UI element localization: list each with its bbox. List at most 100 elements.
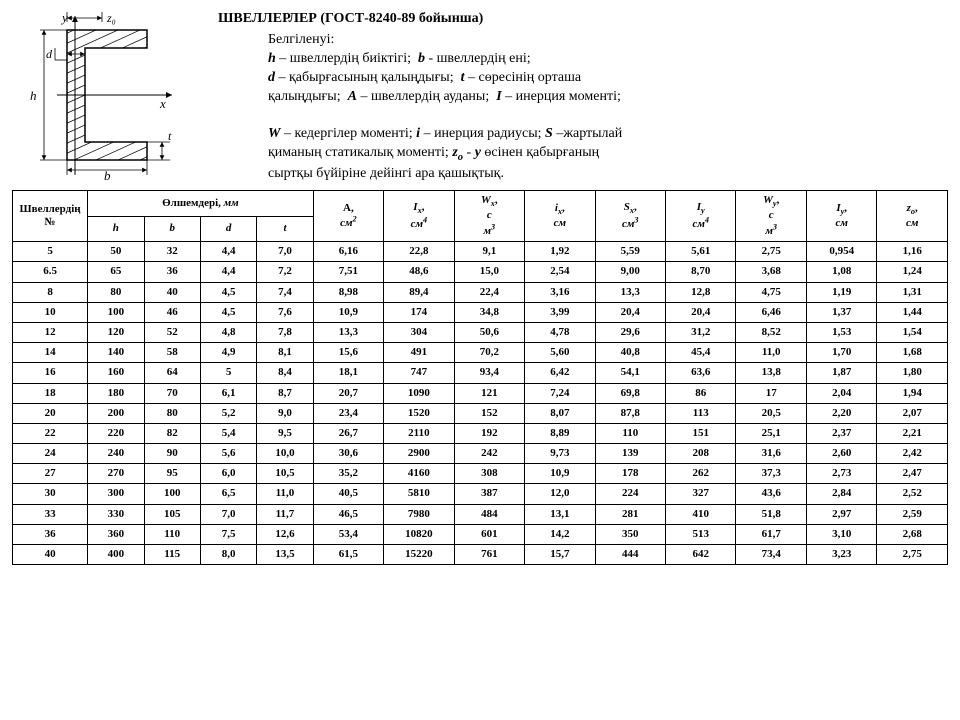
table-cell: 1,92 [525, 242, 595, 262]
table-cell: 1,53 [806, 322, 876, 342]
table-cell: 7,6 [257, 302, 313, 322]
table-cell: 747 [384, 363, 454, 383]
table-row: 550324,47,06,1622,89,11,925,595,612,750,… [13, 242, 948, 262]
table-cell: 15,7 [525, 545, 595, 565]
table-cell: 11,7 [257, 504, 313, 524]
legend-line: h – швеллердің биіктігі; b - швеллердің … [268, 50, 948, 69]
table-cell: 25,1 [736, 423, 806, 443]
table-cell: 4,5 [200, 282, 256, 302]
table-cell: 70 [144, 383, 200, 403]
table-cell: 262 [666, 464, 736, 484]
table-cell: 2,21 [877, 423, 948, 443]
table-cell: 12,8 [666, 282, 736, 302]
table-cell: 15,6 [313, 343, 383, 363]
channel-diagram: y x z₀ d h t [12, 8, 202, 184]
table-cell: 1090 [384, 383, 454, 403]
legend-line [268, 106, 948, 125]
table-cell: 52 [144, 322, 200, 342]
table-cell: 95 [144, 464, 200, 484]
table-cell: 33 [13, 504, 88, 524]
table-cell: 5 [13, 242, 88, 262]
table-cell: 20,5 [736, 403, 806, 423]
table-cell: 16 [13, 363, 88, 383]
table-cell: 2,59 [877, 504, 948, 524]
table-cell: 7,5 [200, 524, 256, 544]
table-cell: 10,9 [313, 302, 383, 322]
table-row: 363601107,512,653,41082060114,235051361,… [13, 524, 948, 544]
table-cell: 30 [13, 484, 88, 504]
table-cell: 9,5 [257, 423, 313, 443]
table-cell: 2,73 [806, 464, 876, 484]
table-cell: 11,0 [257, 484, 313, 504]
table-cell: 6,0 [200, 464, 256, 484]
table-row: 18180706,18,720,710901217,2469,886172,04… [13, 383, 948, 403]
table-cell: 1,70 [806, 343, 876, 363]
table-cell: 4,78 [525, 322, 595, 342]
table-cell: 80 [88, 282, 144, 302]
table-cell: 1,19 [806, 282, 876, 302]
table-cell: 9,73 [525, 444, 595, 464]
table-cell: 15,0 [454, 262, 524, 282]
table-cell: 70,2 [454, 343, 524, 363]
table-cell: 160 [88, 363, 144, 383]
col-h: h [88, 216, 144, 242]
table-cell: 63,6 [666, 363, 736, 383]
table-cell: 50 [88, 242, 144, 262]
table-cell: 37,3 [736, 464, 806, 484]
table-cell: 444 [595, 545, 665, 565]
table-cell: 115 [144, 545, 200, 565]
table-cell: 1,44 [877, 302, 948, 322]
table-cell: 20 [13, 403, 88, 423]
table-cell: 178 [595, 464, 665, 484]
table-cell: 31,6 [736, 444, 806, 464]
table-cell: 2,52 [877, 484, 948, 504]
diagram-label-z0: z₀ [106, 11, 116, 25]
table-cell: 80 [144, 403, 200, 423]
table-row: 10100464,57,610,917434,83,9920,420,46,46… [13, 302, 948, 322]
table-cell: 761 [454, 545, 524, 565]
table-cell: 5,4 [200, 423, 256, 443]
table-cell: 61,5 [313, 545, 383, 565]
table-cell: 34,8 [454, 302, 524, 322]
table-cell: 3,16 [525, 282, 595, 302]
table-cell: 22,8 [384, 242, 454, 262]
table-cell: 2110 [384, 423, 454, 443]
table-cell: 2,75 [877, 545, 948, 565]
table-cell: 1,54 [877, 322, 948, 342]
col-b: b [144, 216, 200, 242]
table-row: 333301057,011,746,5798048413,128141051,8… [13, 504, 948, 524]
table-cell: 45,4 [666, 343, 736, 363]
table-cell: 12,0 [525, 484, 595, 504]
table-cell: 73,4 [736, 545, 806, 565]
table-cell: 64 [144, 363, 200, 383]
table-cell: 54,1 [595, 363, 665, 383]
table-cell: 6,42 [525, 363, 595, 383]
table-cell: 387 [454, 484, 524, 504]
table-cell: 22 [13, 423, 88, 443]
legend-line: d – қабырғасының қалыңдығы; t – сөресіні… [268, 69, 948, 88]
table-cell: 35,2 [313, 464, 383, 484]
table-row: 6.565364,47,27,5148,615,02,549,008,703,6… [13, 262, 948, 282]
table-cell: 224 [595, 484, 665, 504]
table-cell: 10820 [384, 524, 454, 544]
table-row: 27270956,010,535,2416030810,917826237,32… [13, 464, 948, 484]
table-cell: 1,08 [806, 262, 876, 282]
table-cell: 4,5 [200, 302, 256, 322]
table-cell: 13,5 [257, 545, 313, 565]
table-cell: 281 [595, 504, 665, 524]
diagram-label-x: x [159, 96, 166, 111]
table-row: 161606458,418,174793,46,4254,163,613,81,… [13, 363, 948, 383]
col-A: A,cм2 [313, 191, 383, 242]
table-cell: 200 [88, 403, 144, 423]
table-cell: 308 [454, 464, 524, 484]
col-d: d [200, 216, 256, 242]
table-cell: 192 [454, 423, 524, 443]
table-cell: 24 [13, 444, 88, 464]
col-t: t [257, 216, 313, 242]
col-num: Швеллердің № [13, 191, 88, 242]
table-cell: 330 [88, 504, 144, 524]
table-cell: 105 [144, 504, 200, 524]
table-cell: 13,8 [736, 363, 806, 383]
table-cell: 350 [595, 524, 665, 544]
table-cell: 1,37 [806, 302, 876, 322]
